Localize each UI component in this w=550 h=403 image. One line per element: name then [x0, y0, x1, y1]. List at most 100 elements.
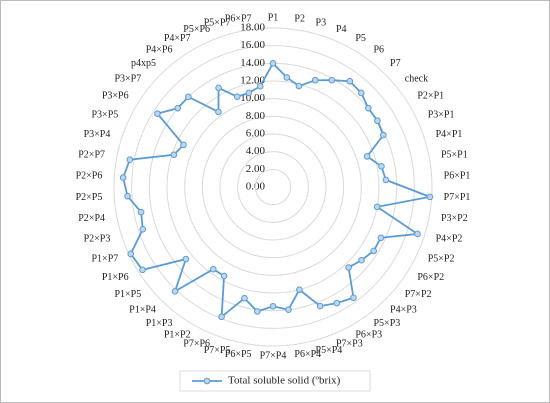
- category-label: P6×P4: [294, 349, 321, 360]
- data-point: [345, 264, 352, 271]
- r-tick-label: 8.00: [246, 110, 266, 122]
- data-point: [137, 208, 145, 216]
- legend-box: [179, 370, 371, 392]
- data-point: [171, 288, 179, 295]
- data-point: [285, 306, 292, 313]
- grid-circle: [254, 168, 292, 206]
- legend-label: Total soluble solid (ºbrix): [228, 375, 341, 387]
- data-point: [379, 131, 387, 139]
- category-label: P3×P2: [441, 213, 468, 224]
- category-label: P5×P6: [183, 24, 210, 35]
- category-label: P2: [294, 14, 305, 25]
- data-point: [357, 89, 365, 97]
- data-point: [311, 76, 319, 84]
- data-point: [119, 174, 127, 181]
- category-label: P1×P4: [129, 304, 156, 315]
- data-point: [283, 74, 291, 81]
- category-label: P3×P4: [84, 129, 111, 140]
- category-label: P2×P7: [78, 150, 105, 161]
- data-point: [377, 234, 385, 242]
- category-label: P6×P2: [417, 272, 444, 283]
- grid-circle: [113, 27, 433, 347]
- category-label: check: [405, 74, 428, 85]
- data-point: [364, 104, 372, 112]
- category-label: P3: [316, 18, 327, 29]
- data-point: [126, 156, 134, 163]
- category-label: P6×P3: [355, 329, 382, 340]
- grid-circle: [184, 98, 362, 276]
- category-label: P2×P4: [78, 213, 105, 224]
- data-point: [358, 256, 365, 264]
- data-point: [328, 76, 336, 84]
- category-label: P7: [390, 58, 401, 69]
- r-tick-label: 4.00: [246, 145, 266, 157]
- category-label: P5×P4: [316, 345, 343, 356]
- data-point: [363, 153, 371, 160]
- category-label: P1: [268, 12, 279, 23]
- grid-circle: [219, 133, 327, 241]
- data-point: [220, 272, 228, 280]
- category-label: P5×P2: [428, 253, 455, 264]
- category-label: P1×P5: [114, 289, 141, 300]
- r-tick-label: 2.00: [246, 163, 266, 175]
- category-label: P4×P2: [436, 234, 463, 245]
- category-label: P7×P6: [183, 338, 210, 349]
- data-point: [245, 89, 253, 97]
- data-point: [127, 250, 135, 258]
- data-point: [426, 193, 434, 201]
- category-label: P7×P5: [204, 345, 231, 356]
- data-point: [373, 203, 381, 211]
- category-label: P5×P1: [441, 150, 468, 161]
- data-point: [215, 84, 222, 92]
- r-tick-label: 14.00: [240, 57, 265, 69]
- data-point: [374, 117, 381, 125]
- data-point: [256, 82, 264, 90]
- data-point: [370, 247, 377, 255]
- data-point: [414, 230, 421, 238]
- category-label: P2×P5: [76, 192, 103, 203]
- category-label: P3×P5: [92, 109, 119, 120]
- category-label: P4×P3: [390, 304, 417, 315]
- category-label: P1×P6: [102, 272, 129, 283]
- data-point: [215, 108, 222, 116]
- category-label: P6×P1: [444, 171, 471, 182]
- category-label: P3×P1: [428, 109, 455, 120]
- category-label: P1×P3: [146, 318, 173, 329]
- r-tick-label: 6.00: [246, 128, 266, 140]
- category-label: P1×P7: [92, 253, 119, 264]
- category-label: P7×P3: [336, 338, 363, 349]
- legend-marker: [203, 377, 211, 385]
- category-label: P4: [336, 24, 347, 35]
- category-label: P4×P1: [436, 129, 463, 140]
- r-tick-label: 18.00: [240, 22, 265, 34]
- category-label: P5×P3: [374, 318, 401, 329]
- category-label: P7×P2: [405, 289, 432, 300]
- category-label: p4xp5: [131, 58, 156, 69]
- category-label: P1×P2: [164, 329, 191, 340]
- r-tick-label: 16.00: [240, 39, 265, 51]
- data-point: [174, 104, 182, 112]
- category-label: P6×P7: [225, 14, 252, 25]
- data-point: [218, 313, 225, 321]
- category-label: P7×P1: [444, 192, 471, 203]
- grid-circle: [131, 45, 415, 329]
- grid-circle: [237, 151, 309, 223]
- category-label: P6: [374, 45, 385, 56]
- category-label: P3×P7: [114, 74, 141, 85]
- data-point: [296, 286, 303, 293]
- data-point: [185, 93, 192, 101]
- data-point: [170, 151, 178, 159]
- category-label: P4×P7: [164, 33, 191, 44]
- category-label: P6×P5: [225, 349, 252, 360]
- data-point: [233, 93, 241, 100]
- category-label: P4×P6: [146, 45, 173, 56]
- grid-circle: [166, 80, 380, 294]
- category-label: P5×P7: [204, 18, 231, 29]
- data-point: [209, 265, 217, 273]
- data-point: [346, 77, 354, 85]
- data-point: [382, 176, 390, 184]
- category-label: P2×P6: [76, 171, 103, 182]
